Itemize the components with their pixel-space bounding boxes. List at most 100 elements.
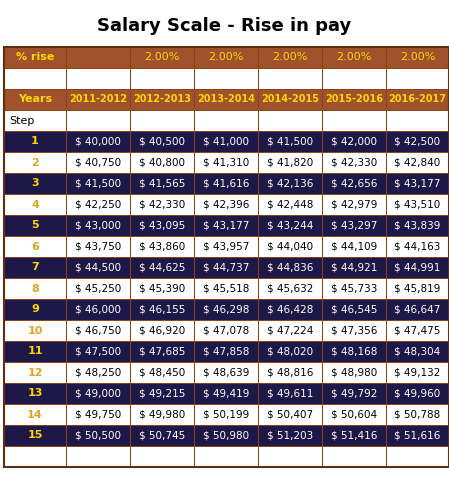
Bar <box>66 425 130 446</box>
Text: $ 50,980: $ 50,980 <box>203 430 249 441</box>
Bar <box>258 173 322 194</box>
Bar <box>386 236 449 257</box>
Bar <box>258 425 322 446</box>
Text: 2.00%: 2.00% <box>336 53 372 63</box>
Text: 2.00%: 2.00% <box>208 53 244 63</box>
Bar <box>66 257 130 278</box>
Text: $ 40,000: $ 40,000 <box>75 136 121 147</box>
Bar <box>258 236 322 257</box>
Bar <box>4 152 66 173</box>
Bar <box>194 68 258 89</box>
Bar <box>66 110 130 131</box>
Bar <box>386 194 449 215</box>
Bar <box>386 257 449 278</box>
Text: 11: 11 <box>27 347 43 357</box>
Bar <box>386 152 449 173</box>
Text: 8: 8 <box>31 283 39 294</box>
Text: $ 40,500: $ 40,500 <box>139 136 185 147</box>
Bar <box>386 47 449 68</box>
Text: 10: 10 <box>27 325 43 335</box>
Text: $ 48,020: $ 48,020 <box>267 347 313 357</box>
Bar <box>322 257 386 278</box>
Text: 2015-2016: 2015-2016 <box>325 94 383 105</box>
Bar <box>386 278 449 299</box>
Text: $ 49,611: $ 49,611 <box>267 388 313 399</box>
Bar <box>386 383 449 404</box>
Bar <box>258 47 322 68</box>
Text: $ 47,078: $ 47,078 <box>203 325 249 335</box>
Bar <box>258 278 322 299</box>
Text: $ 50,500: $ 50,500 <box>75 430 121 441</box>
Bar <box>322 68 386 89</box>
Text: $ 49,792: $ 49,792 <box>331 388 377 399</box>
Bar <box>194 320 258 341</box>
Text: $ 47,475: $ 47,475 <box>394 325 440 335</box>
Bar <box>258 89 322 110</box>
Text: $ 50,407: $ 50,407 <box>267 410 313 419</box>
Text: $ 43,510: $ 43,510 <box>394 200 440 210</box>
Bar <box>194 131 258 152</box>
Text: $ 44,040: $ 44,040 <box>267 241 313 252</box>
Text: $ 45,733: $ 45,733 <box>331 283 377 294</box>
Bar <box>4 299 66 320</box>
Text: $ 43,957: $ 43,957 <box>203 241 249 252</box>
Bar <box>258 257 322 278</box>
Text: 2.00%: 2.00% <box>400 53 435 63</box>
Text: 2011-2012: 2011-2012 <box>69 94 127 105</box>
Text: $ 44,836: $ 44,836 <box>267 263 313 272</box>
Bar <box>386 89 449 110</box>
Text: $ 44,109: $ 44,109 <box>331 241 377 252</box>
Text: $ 43,177: $ 43,177 <box>394 178 440 188</box>
Bar <box>4 278 66 299</box>
Text: $ 50,745: $ 50,745 <box>139 430 185 441</box>
Text: $ 42,000: $ 42,000 <box>331 136 377 147</box>
Text: $ 42,656: $ 42,656 <box>331 178 377 188</box>
Text: 2012-2013: 2012-2013 <box>133 94 191 105</box>
Bar <box>386 215 449 236</box>
Bar <box>386 68 449 89</box>
Text: $ 48,639: $ 48,639 <box>203 367 249 377</box>
Bar <box>66 341 130 362</box>
Text: $ 50,199: $ 50,199 <box>203 410 249 419</box>
Bar <box>322 362 386 383</box>
Bar <box>194 299 258 320</box>
Bar <box>194 215 258 236</box>
Bar <box>4 236 66 257</box>
Bar <box>258 362 322 383</box>
Text: $ 45,632: $ 45,632 <box>267 283 313 294</box>
Bar <box>66 194 130 215</box>
Text: $ 44,921: $ 44,921 <box>331 263 377 272</box>
Bar <box>258 68 322 89</box>
Text: 3: 3 <box>31 178 39 188</box>
Bar <box>66 215 130 236</box>
Bar <box>194 89 258 110</box>
Bar <box>322 110 386 131</box>
Bar <box>130 278 194 299</box>
Bar <box>194 362 258 383</box>
Bar <box>4 131 66 152</box>
Bar <box>322 320 386 341</box>
Bar <box>4 341 66 362</box>
Bar <box>194 47 258 68</box>
Text: $ 41,500: $ 41,500 <box>75 178 121 188</box>
Bar <box>322 383 386 404</box>
Text: $ 48,816: $ 48,816 <box>267 367 313 377</box>
Text: $ 49,750: $ 49,750 <box>75 410 121 419</box>
Bar <box>386 341 449 362</box>
Text: $ 48,980: $ 48,980 <box>331 367 377 377</box>
Bar <box>4 47 66 68</box>
Text: $ 47,685: $ 47,685 <box>139 347 185 357</box>
Text: $ 48,450: $ 48,450 <box>139 367 185 377</box>
Text: $ 43,177: $ 43,177 <box>203 220 249 230</box>
Bar <box>258 341 322 362</box>
Bar <box>194 446 258 467</box>
Text: $ 46,298: $ 46,298 <box>203 305 249 314</box>
Text: $ 40,750: $ 40,750 <box>75 158 121 168</box>
Bar <box>194 173 258 194</box>
Bar <box>258 194 322 215</box>
Bar <box>66 404 130 425</box>
Text: $ 43,750: $ 43,750 <box>75 241 121 252</box>
Bar <box>386 446 449 467</box>
Bar <box>258 404 322 425</box>
Bar <box>66 446 130 467</box>
